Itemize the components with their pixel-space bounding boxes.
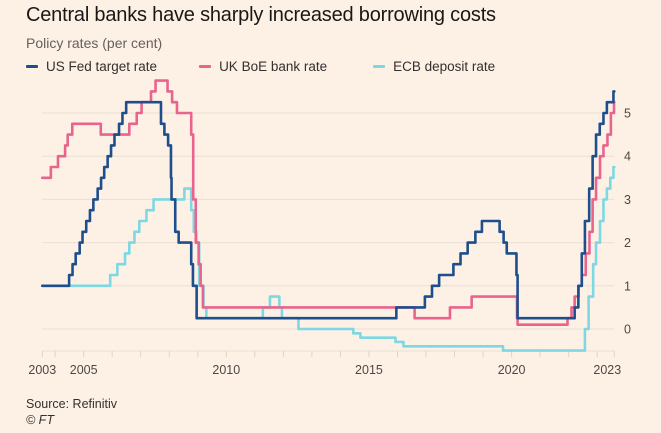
x-tick-label: 2010 (212, 363, 240, 377)
series-line-fed (41, 90, 616, 320)
chart-title: Central banks have sharply increased bor… (26, 4, 496, 26)
legend-label-ecb: ECB deposit rate (393, 59, 496, 74)
legend-swatch-boe (199, 65, 212, 68)
y-tick-label: 3 (624, 193, 631, 207)
y-tick-label: 0 (624, 323, 631, 337)
y-tick-label: 5 (624, 107, 631, 121)
legend-label-boe: UK BoE bank rate (219, 59, 328, 74)
x-axis: 2003 2005 2010 2015 2020 2023 (28, 350, 621, 377)
x-tick-label: 2020 (498, 363, 526, 377)
x-tick-label: 2005 (70, 363, 98, 377)
series-line-ecb (41, 165, 616, 352)
legend-item-ecb: ECB deposit rate (373, 59, 495, 74)
y-tick-label: 1 (624, 279, 631, 293)
source-note: Source: Refinitiv (26, 397, 118, 411)
legend-item-fed: US Fed target rate (26, 59, 157, 74)
legend-item-boe: UK BoE bank rate (199, 59, 327, 74)
chart-subtitle: Policy rates (per cent) (26, 35, 163, 51)
legend: US Fed target rate UK BoE bank rate ECB … (26, 59, 537, 74)
copyright-note: © FT (26, 413, 54, 427)
legend-swatch-ecb (373, 65, 386, 68)
legend-label-fed: US Fed target rate (46, 59, 158, 74)
series-lines (41, 79, 616, 352)
y-axis: 0 1 2 3 4 5 (624, 107, 631, 337)
x-tick-label: 2015 (355, 363, 383, 377)
y-tick-label: 4 (624, 150, 631, 164)
legend-swatch-fed (26, 65, 38, 68)
gridlines (42, 112, 615, 330)
x-tick-label: 2023 (593, 363, 621, 377)
series-line-boe (41, 79, 616, 326)
y-tick-label: 2 (624, 236, 631, 250)
x-tick-label: 2003 (28, 363, 56, 377)
